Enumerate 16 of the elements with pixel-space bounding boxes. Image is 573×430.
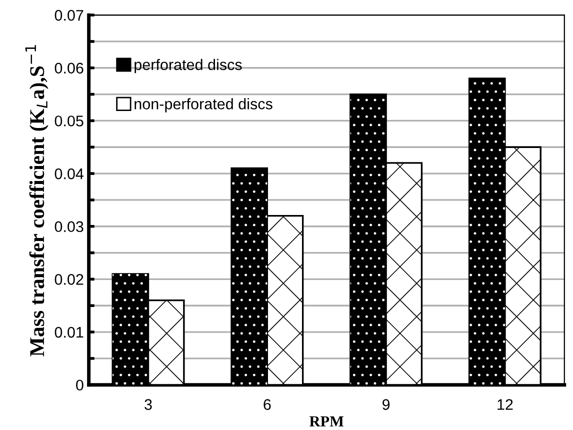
y-tick-label: 0.03 [54,221,84,232]
y-tick-label: 0.05 [54,116,84,126]
y-tick-label: 0.01 [54,326,84,338]
y-tick-label: 0 [76,380,84,391]
legend-label: perforated discs [134,58,242,74]
y-tick-label: 0.02 [54,274,84,285]
y-tick-label: 0.04 [54,168,84,180]
y-tick-label: 0.07 [54,10,84,21]
x-axis-title: RPM [309,416,344,426]
x-tick-label: 6 [264,399,271,410]
x-tick-label: 9 [382,399,390,410]
y-tick-label: 0.06 [54,62,84,74]
legend-label: non-perforated discs [134,98,272,112]
x-tick-label: 3 [144,399,152,410]
y-axis-title: Mass transfer coefficient (K$_{L}$a),S$^{−1}$ [25,45,48,356]
x-tick-label: 12 [498,399,513,410]
